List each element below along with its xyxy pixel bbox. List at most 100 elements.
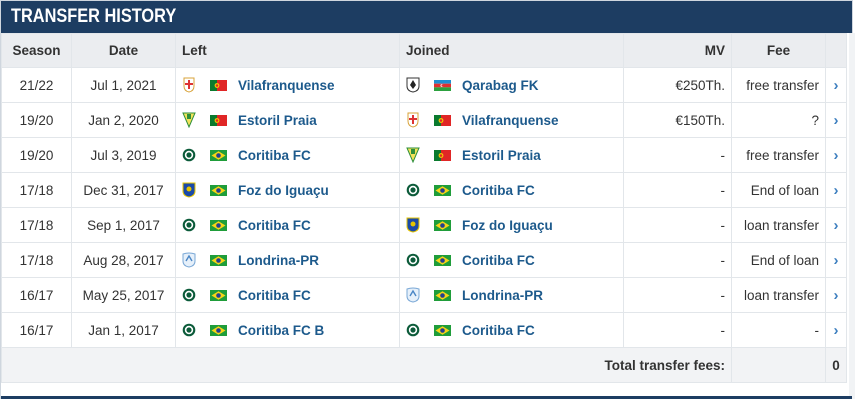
coritiba-crest[interactable] bbox=[182, 147, 196, 163]
portugal-flag-icon bbox=[434, 149, 451, 161]
foz-crest[interactable] bbox=[182, 182, 196, 198]
total-spacer bbox=[731, 347, 826, 383]
row-detail-cell[interactable]: › bbox=[825, 137, 847, 173]
left-club-cell: Coritiba FC B bbox=[175, 312, 400, 348]
joined-club-link[interactable]: Vilafranquense bbox=[462, 112, 559, 128]
left-club-link[interactable]: Coritiba FC bbox=[238, 287, 311, 303]
londrina-crest[interactable] bbox=[406, 287, 420, 303]
joined-club-cell: Qarabag FK bbox=[399, 67, 624, 103]
market-value-cell: - bbox=[623, 172, 732, 208]
left-club-cell: Coritiba FC bbox=[175, 207, 400, 243]
brazil-flag-icon bbox=[210, 184, 227, 196]
estoril-crest[interactable] bbox=[182, 112, 196, 128]
season-cell: 19/20 bbox=[1, 102, 72, 138]
joined-club-cell: Vilafranquense bbox=[399, 102, 624, 138]
date-cell: Dec 31, 2017 bbox=[71, 172, 176, 208]
joined-club-cell: Coritiba FC bbox=[399, 172, 624, 208]
panel-bottom-bar bbox=[1, 396, 852, 399]
market-value-cell: - bbox=[623, 207, 732, 243]
left-club-cell: Coritiba FC bbox=[175, 137, 400, 173]
season-cell: 21/22 bbox=[1, 67, 72, 103]
joined-club-link[interactable]: Londrina-PR bbox=[462, 287, 543, 303]
joined-club-link[interactable]: Coritiba FC bbox=[462, 182, 535, 198]
brazil-flag-icon bbox=[210, 324, 227, 336]
joined-club-link[interactable]: Foz do Iguaçu bbox=[462, 217, 553, 233]
fee-cell: End of loan bbox=[731, 172, 826, 208]
fee-cell: free transfer bbox=[731, 67, 826, 103]
joined-club-link[interactable]: Coritiba FC bbox=[462, 252, 535, 268]
estoril-crest[interactable] bbox=[406, 147, 420, 163]
coritiba-crest[interactable] bbox=[182, 322, 196, 338]
season-cell: 17/18 bbox=[1, 207, 72, 243]
left-club-link[interactable]: Vilafranquense bbox=[238, 77, 335, 93]
chevron-right-icon[interactable]: › bbox=[833, 111, 839, 129]
azerbaijan-flag-icon bbox=[434, 79, 451, 91]
row-detail-cell[interactable]: › bbox=[825, 207, 847, 243]
coritiba-crest[interactable] bbox=[182, 287, 196, 303]
total-value: 0 bbox=[825, 347, 847, 383]
left-club-link[interactable]: Coritiba FC bbox=[238, 147, 311, 163]
chevron-right-icon[interactable]: › bbox=[833, 286, 839, 304]
vilafranquense-crest[interactable] bbox=[406, 112, 420, 128]
row-detail-cell[interactable]: › bbox=[825, 242, 847, 278]
left-club-link[interactable]: Londrina-PR bbox=[238, 252, 319, 268]
table-header-row: Season Date Left Joined MV Fee bbox=[1, 33, 847, 68]
brazil-flag-icon bbox=[434, 219, 451, 231]
market-value-cell: €250Th. bbox=[623, 67, 732, 103]
londrina-crest[interactable] bbox=[182, 252, 196, 268]
fee-cell: loan transfer bbox=[731, 207, 826, 243]
column-header-left: Left bbox=[175, 33, 400, 68]
left-club-link[interactable]: Estoril Praia bbox=[238, 112, 317, 128]
row-detail-cell[interactable]: › bbox=[825, 277, 847, 313]
market-value-cell: €150Th. bbox=[623, 102, 732, 138]
left-club-cell: Coritiba FC bbox=[175, 277, 400, 313]
date-cell: May 25, 2017 bbox=[71, 277, 176, 313]
row-detail-cell[interactable]: › bbox=[825, 102, 847, 138]
left-club-link[interactable]: Coritiba FC bbox=[238, 217, 311, 233]
row-detail-cell[interactable]: › bbox=[825, 312, 847, 348]
fee-cell: - bbox=[731, 312, 826, 348]
season-cell: 17/18 bbox=[1, 172, 72, 208]
table-row: 21/22 Jul 1, 2021 Vilafranquense Qarabag FK… bbox=[1, 67, 847, 103]
date-cell: Jul 3, 2019 bbox=[71, 137, 176, 173]
date-cell: Jan 1, 2017 bbox=[71, 312, 176, 348]
joined-club-link[interactable]: Qarabag FK bbox=[462, 77, 539, 93]
coritiba-crest[interactable] bbox=[182, 217, 196, 233]
column-header-season: Season bbox=[1, 33, 72, 68]
chevron-right-icon[interactable]: › bbox=[833, 181, 839, 199]
brazil-flag-icon bbox=[434, 184, 451, 196]
chevron-right-icon[interactable]: › bbox=[833, 146, 839, 164]
chevron-right-icon[interactable]: › bbox=[833, 321, 839, 339]
portugal-flag-icon bbox=[210, 79, 227, 91]
qarabag-crest[interactable] bbox=[406, 77, 420, 93]
date-cell: Jul 1, 2021 bbox=[71, 67, 176, 103]
joined-club-link[interactable]: Estoril Praia bbox=[462, 147, 541, 163]
coritiba-crest[interactable] bbox=[406, 182, 420, 198]
chevron-right-icon[interactable]: › bbox=[833, 76, 839, 94]
coritiba-crest[interactable] bbox=[406, 252, 420, 268]
brazil-flag-icon bbox=[434, 324, 451, 336]
table-row: 19/20 Jul 3, 2019 Coritiba FC Estoril Praia… bbox=[1, 137, 847, 173]
left-club-link[interactable]: Foz do Iguaçu bbox=[238, 182, 329, 198]
foz-crest[interactable] bbox=[406, 217, 420, 233]
table-row: 16/17 Jan 1, 2017 Coritiba FC B Coritiba FC… bbox=[1, 312, 847, 348]
row-detail-cell[interactable]: › bbox=[825, 67, 847, 103]
table-row: 19/20 Jan 2, 2020 Estoril Praia Vilafranque… bbox=[1, 102, 847, 138]
total-label: Total transfer fees: bbox=[1, 347, 732, 383]
joined-club-cell: Foz do Iguaçu bbox=[399, 207, 624, 243]
portugal-flag-icon bbox=[434, 114, 451, 126]
row-detail-cell[interactable]: › bbox=[825, 172, 847, 208]
vilafranquense-crest[interactable] bbox=[182, 77, 196, 93]
joined-club-cell: Coritiba FC bbox=[399, 242, 624, 278]
joined-club-link[interactable]: Coritiba FC bbox=[462, 322, 535, 338]
market-value-cell: - bbox=[623, 277, 732, 313]
chevron-right-icon[interactable]: › bbox=[833, 251, 839, 269]
table-row: 17/18 Aug 28, 2017 Londrina-PR Coritiba FC -… bbox=[1, 242, 847, 278]
chevron-right-icon[interactable]: › bbox=[833, 216, 839, 234]
date-cell: Aug 28, 2017 bbox=[71, 242, 176, 278]
fee-cell: loan transfer bbox=[731, 277, 826, 313]
joined-club-cell: Estoril Praia bbox=[399, 137, 624, 173]
left-club-link[interactable]: Coritiba FC B bbox=[238, 322, 325, 338]
brazil-flag-icon bbox=[210, 254, 227, 266]
coritiba-crest[interactable] bbox=[406, 322, 420, 338]
